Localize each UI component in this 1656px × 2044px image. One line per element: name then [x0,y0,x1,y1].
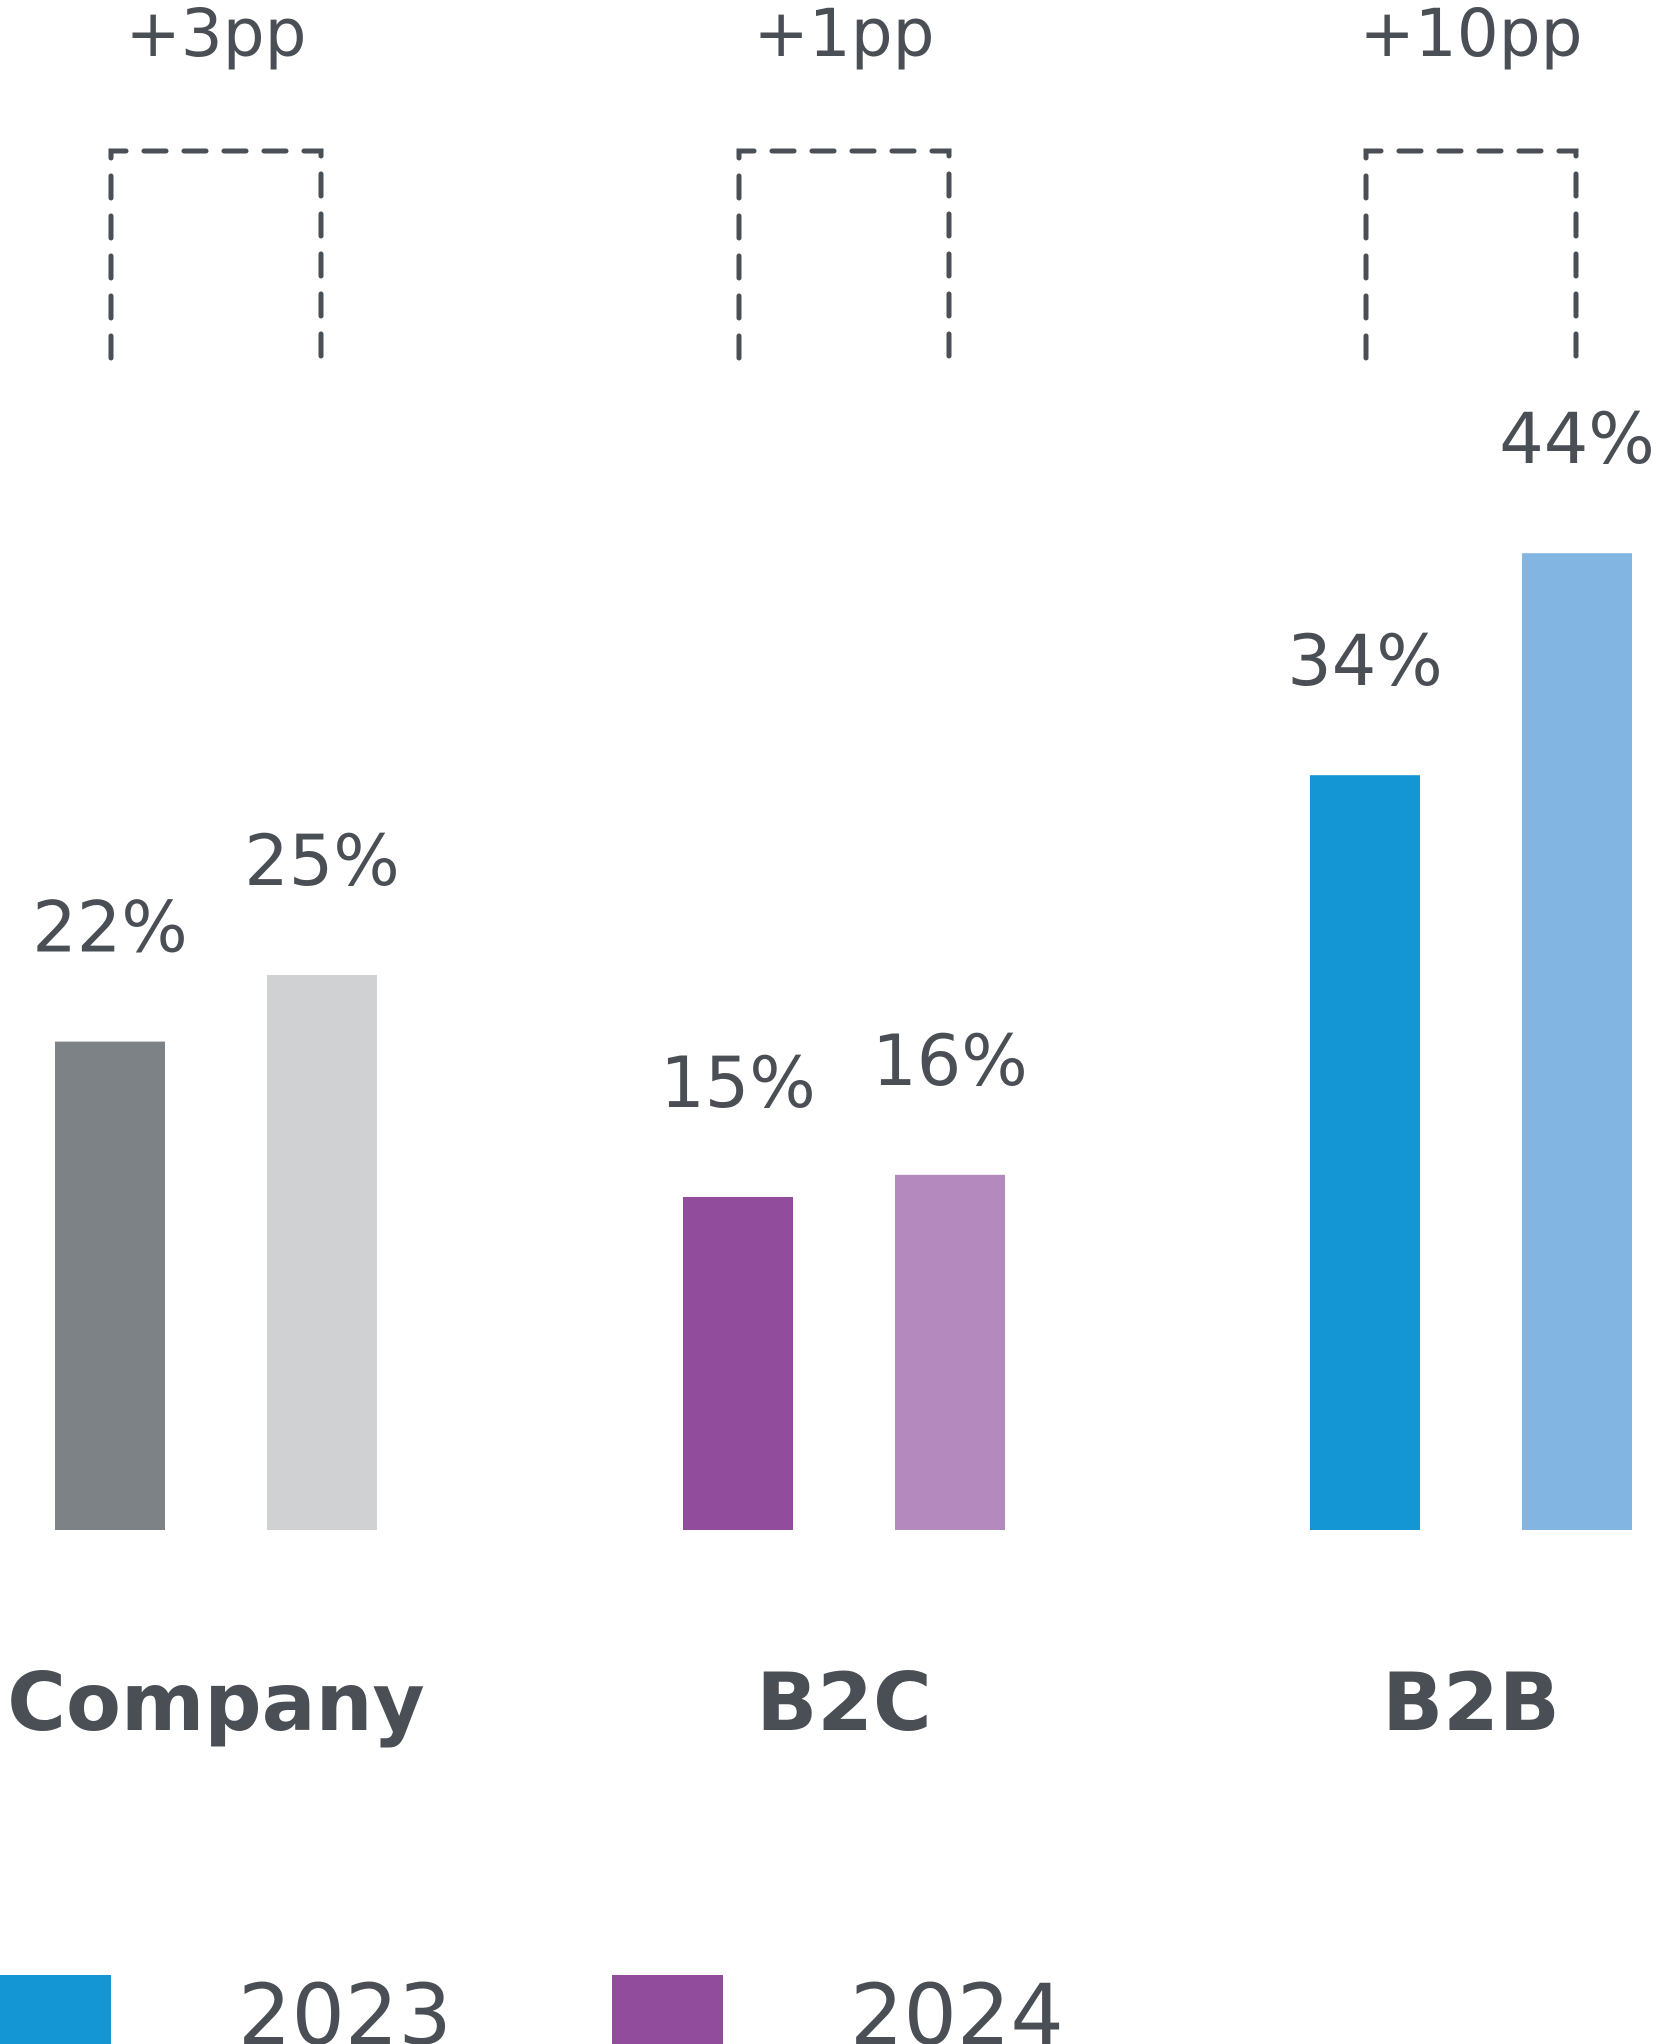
difference-label-company: +3pp [125,0,306,72]
legend-label-2024: 2024 [850,1966,1064,2044]
bar-company-2023 [55,1041,165,1530]
difference-bracket-company [108,148,324,361]
value-label-b2b-2024: 44% [1499,398,1655,480]
legend-swatch-2023 [0,1975,111,2044]
category-label-b2c: B2C [756,1656,931,1749]
legend-swatch-2024 [612,1975,723,2044]
value-label-b2c-2024: 16% [872,1020,1028,1102]
bar-b2c-2023 [683,1197,793,1530]
bar-b2b-2023 [1310,775,1420,1530]
difference-bracket-b2b [1363,148,1579,361]
category-label-b2b: B2B [1382,1656,1560,1749]
category-label-company: Company [7,1656,424,1749]
value-label-b2c-2023: 15% [660,1042,816,1124]
value-label-company-2024: 25% [244,820,400,902]
bar-b2c-2024 [895,1174,1005,1530]
value-label-b2b-2023: 34% [1287,620,1443,702]
difference-label-b2b: +10pp [1359,0,1582,72]
difference-label-b2c: +1pp [753,0,934,72]
bar-company-2024 [267,975,377,1530]
difference-bracket-b2c [736,148,952,361]
value-label-company-2023: 22% [32,887,188,969]
bar-b2b-2024 [1522,553,1632,1530]
legend-label-2023: 2023 [238,1966,452,2044]
